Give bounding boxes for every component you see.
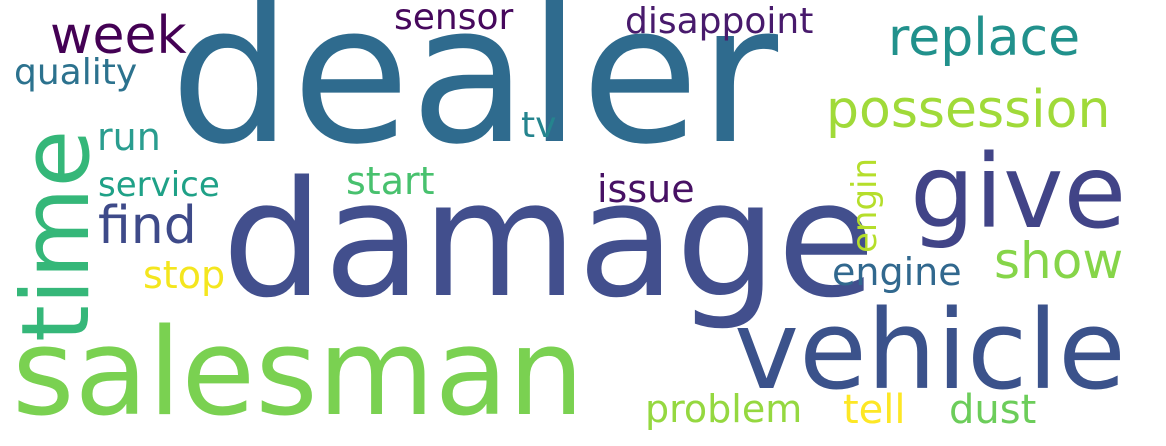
word-problem: problem <box>645 387 803 431</box>
word-dust: dust <box>949 387 1037 433</box>
word-find: find <box>98 196 197 256</box>
word-issue: issue <box>597 167 695 211</box>
word-stop: stop <box>143 253 226 297</box>
word-show: show <box>994 232 1124 290</box>
word-time: time <box>2 129 111 342</box>
word-tv: tv <box>521 105 557 146</box>
word-service: service <box>98 165 220 205</box>
word-tell: tell <box>843 387 906 433</box>
word-possession: possession <box>826 80 1111 140</box>
word-week: week <box>50 6 187 66</box>
word-run: run <box>97 115 161 159</box>
word-vehicle: vehicle <box>734 286 1126 414</box>
word-engine: engine <box>832 250 962 294</box>
word-disappoint: disappoint <box>625 1 814 42</box>
word-sensor: sensor <box>394 0 514 38</box>
word-engin: engin <box>845 157 885 253</box>
word-give: give <box>910 133 1127 252</box>
word-quality: quality <box>14 52 138 93</box>
word-salesman: salesman <box>12 304 585 443</box>
word-start: start <box>346 159 435 203</box>
word-dealer: dealer <box>170 0 779 187</box>
word-replace: replace <box>888 8 1081 68</box>
word-damage: damage <box>222 146 876 333</box>
